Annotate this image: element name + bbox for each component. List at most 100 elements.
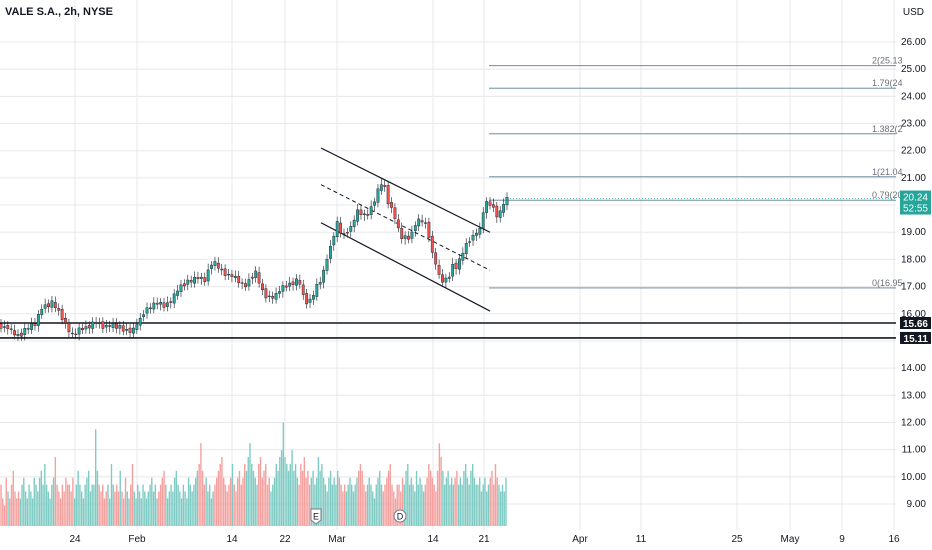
channel-upper-line (320, 147, 491, 233)
volume-bar (259, 457, 262, 526)
candle-body (165, 302, 169, 307)
candle-body (284, 285, 288, 288)
volume-bar (38, 477, 41, 526)
volume-bar (336, 470, 339, 526)
volume-bar (156, 498, 158, 526)
candle-body (210, 264, 213, 269)
volume-bar (265, 463, 267, 526)
candle-body (60, 308, 64, 320)
volume-bar (28, 484, 30, 526)
candle-body (261, 283, 264, 291)
candle-body (393, 207, 397, 219)
volume-bar (249, 443, 251, 526)
candle-body (84, 326, 88, 330)
volume-bar (412, 484, 414, 526)
candle-body (132, 327, 135, 334)
volume-bar (177, 484, 179, 526)
candle-body (271, 296, 275, 299)
volume-bar (454, 477, 456, 526)
volume-bar (219, 463, 221, 526)
volume-bar (137, 484, 139, 526)
volume-bar (133, 491, 135, 526)
candle-body (356, 209, 359, 222)
candle-body (407, 235, 410, 240)
volume-bar (47, 491, 50, 526)
volume-bar (235, 491, 237, 526)
volume-bar (80, 491, 83, 526)
volume-bar (40, 470, 43, 526)
candle-body (264, 288, 268, 299)
candle-body (505, 197, 509, 206)
volume-bar (247, 457, 249, 526)
volume-bar (252, 470, 255, 526)
candle-body (199, 276, 203, 279)
candle-body (57, 308, 61, 311)
volume-bar (312, 470, 314, 526)
volume-bar (387, 470, 390, 526)
price-tick-label: 21.00 (901, 173, 926, 184)
volume-bar (44, 463, 46, 526)
volume-bar (140, 498, 142, 526)
volume-bar (126, 491, 128, 526)
volume-bar (149, 484, 151, 526)
event-marker-label: E (313, 512, 319, 522)
candle-body (502, 203, 505, 213)
price-tag (900, 317, 931, 330)
candle-body (291, 281, 295, 285)
volume-bar (117, 491, 120, 526)
volume-bar (258, 463, 260, 526)
volume-bar (491, 470, 493, 526)
volume-bar (152, 491, 155, 526)
candle-body (495, 205, 499, 218)
time-tick-label: 25 (731, 534, 743, 545)
candle-body (40, 309, 44, 315)
candle-body (257, 272, 261, 284)
volume-bar (456, 470, 458, 526)
volume-bar (496, 477, 498, 526)
candle-body (325, 259, 329, 271)
volume-bar (21, 484, 23, 526)
volume-bar (45, 484, 48, 526)
candle-body (444, 277, 448, 283)
volume-bar (0, 484, 2, 526)
candle-body (244, 283, 247, 288)
volume-bar (358, 470, 360, 526)
volume-bar (373, 498, 376, 526)
currency-label[interactable]: USD (902, 7, 924, 18)
candle-body (233, 275, 237, 279)
volume-bar (308, 484, 311, 526)
volume-bar (58, 491, 60, 526)
volume-bar (270, 491, 272, 526)
volume-bar (66, 484, 69, 526)
volume-bar (363, 484, 365, 526)
volume-bar (109, 498, 111, 526)
volume-bar (7, 491, 9, 526)
volume-bar (207, 491, 209, 526)
time-tick-label: 21 (478, 534, 490, 545)
candle-body (91, 321, 95, 329)
candle-body (427, 221, 431, 238)
volume-bar (19, 498, 21, 526)
fib-level-label: 2(25.13 (872, 56, 903, 66)
volume-bar (154, 484, 157, 526)
volume-bar (354, 484, 356, 526)
candle-body (362, 213, 366, 215)
volume-bar (310, 477, 313, 526)
candle-body (318, 282, 322, 285)
symbol-title[interactable]: VALE S.A., 2h, NYSE (5, 6, 113, 18)
candle-body (135, 324, 139, 330)
volume-bar (42, 484, 44, 526)
candle-body (74, 333, 78, 336)
volume-bar (200, 443, 202, 526)
volume-bar (487, 484, 490, 526)
candle-body (125, 329, 129, 331)
volume-bar (275, 463, 277, 526)
volume-bar (440, 457, 442, 526)
volume-bar (468, 484, 470, 526)
volume-bar (298, 484, 300, 526)
price-tick-label: 13.00 (901, 390, 926, 401)
volume-bar (424, 484, 427, 526)
candle-body (0, 323, 3, 329)
volume-bar (498, 484, 500, 526)
